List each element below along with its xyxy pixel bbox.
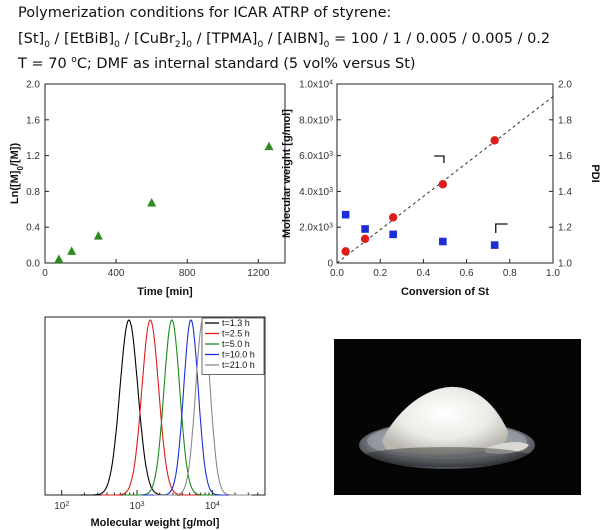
mn-point [360, 234, 370, 244]
y2-tick-label: 1.6 [558, 151, 572, 162]
x-tick-label: 104 [205, 501, 220, 513]
pdi-point [389, 230, 397, 239]
data-point [147, 198, 157, 207]
mn-point [388, 213, 398, 222]
y-tick-label: 2.0x103 [299, 222, 333, 234]
y-tick-label: 0.0 [26, 259, 40, 270]
legend-label: t=21.0 h [222, 360, 255, 370]
pdi-point [341, 210, 350, 219]
y-tick-label: 6.0x103 [299, 151, 333, 163]
y2-tick-label: 1.8 [558, 115, 572, 126]
y-axis-label: Ln([M]0/[M]) [9, 143, 25, 205]
x-tick-label: 0.8 [503, 268, 517, 279]
white-powder [382, 386, 508, 455]
x-tick-label: 102 [54, 501, 69, 513]
x-tick-label: 103 [130, 501, 145, 513]
header-temperature: T = 70 oC; DMF as internal standard (5 v… [18, 55, 416, 72]
header-title: Polymerization conditions for ICAR ATRP … [18, 5, 392, 21]
x-axis-label: Molecular weight [g/mol] [91, 517, 220, 529]
y-tick-label: 1.2 [26, 151, 40, 162]
data-point [67, 246, 77, 255]
gpc-trace [101, 319, 200, 496]
gpc-trace [79, 319, 178, 496]
y2-tick-label: 1.2 [558, 223, 572, 234]
mn-axis-indicator [434, 155, 445, 163]
data-point [54, 254, 64, 263]
y2-tick-label: 1.0 [558, 259, 572, 270]
x-tick-label: 0.0 [330, 268, 344, 279]
x-tick-label: 0.4 [416, 268, 430, 279]
legend-label: t=1.3 h [222, 318, 250, 328]
data-point [93, 231, 103, 240]
x-tick-label: 800 [179, 268, 196, 279]
mn-point [490, 136, 499, 145]
mn-point [438, 180, 448, 189]
y-tick-label: 4.0x103 [299, 186, 333, 198]
pdi-axis-indicator [495, 223, 508, 233]
plot-frame [44, 83, 286, 264]
y-tick-label: 1.6 [26, 115, 40, 126]
x-tick-label: 0 [42, 268, 48, 279]
pdi-point [490, 241, 499, 249]
x-tick-label: 0.2 [373, 268, 387, 279]
y-tick-label: 0.8 [26, 187, 40, 198]
y2-tick-label: 1.4 [558, 187, 572, 198]
plot-frame [336, 83, 554, 264]
x-axis-label: Time [min] [137, 286, 193, 298]
x-tick-label: 400 [108, 268, 125, 279]
pdi-point [439, 237, 447, 246]
y2-tick-label: 2.0 [558, 80, 572, 91]
x-tick-label: 0.6 [460, 268, 474, 279]
legend-label: t=10.0 h [222, 350, 255, 360]
header-ratio: [St]0 / [EtBiB]0 / [CuBr2]0 / [TPMA]0 / … [18, 31, 551, 50]
polystyrene-photo [334, 339, 581, 495]
x-tick-label: 1.0 [546, 268, 560, 279]
legend-label: t=2.5 h [222, 329, 250, 339]
mn-point [341, 247, 350, 256]
data-point [264, 141, 274, 151]
y-tick-label: 0 [327, 259, 333, 270]
y-tick-label: 1.0x104 [299, 79, 333, 91]
legend-label: t=5.0 h [222, 339, 250, 349]
x-axis-label: Conversion of St [401, 286, 489, 298]
y2-axis-label: PDI [589, 164, 600, 182]
pdi-point [361, 225, 369, 233]
y-tick-label: 0.4 [26, 223, 40, 234]
y-tick-label: 8.0x103 [299, 115, 333, 127]
y-axis-label: Molecular weight [g/mol] [281, 109, 293, 238]
x-tick-label: 1200 [247, 268, 270, 279]
y-tick-label: 2.0 [26, 80, 40, 91]
gpc-trace [122, 319, 221, 496]
